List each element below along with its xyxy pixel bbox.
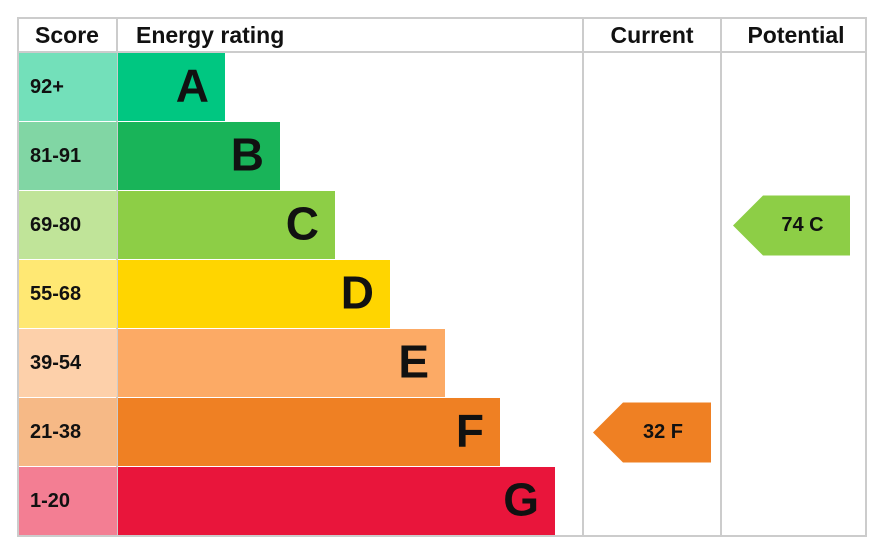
- rating-bar: [118, 398, 500, 466]
- score-label: 55-68: [30, 283, 81, 305]
- score-label: 92+: [30, 76, 64, 98]
- rating-letter: G: [503, 474, 539, 526]
- score-cell: [19, 260, 117, 328]
- rating-bar: [118, 260, 390, 328]
- header-energy-rating: Energy rating: [136, 22, 284, 48]
- score-cell: [19, 122, 117, 190]
- score-cell: [19, 329, 117, 397]
- header-score: Score: [35, 22, 99, 48]
- rating-letter: E: [398, 336, 429, 388]
- rating-bar: [118, 53, 225, 121]
- rating-letter: C: [286, 198, 319, 250]
- score-label: 39-54: [30, 352, 82, 374]
- score-cell: [19, 53, 117, 121]
- rating-letter: D: [341, 267, 374, 319]
- rating-letter: F: [456, 405, 484, 457]
- score-cell: [19, 191, 117, 259]
- score-label: 1-20: [30, 490, 70, 512]
- rating-bar: [118, 329, 445, 397]
- rating-bar: [118, 191, 335, 259]
- rating-letter: B: [231, 129, 264, 181]
- current-label: 32 F: [643, 421, 683, 443]
- header-current: Current: [610, 22, 693, 48]
- header-potential: Potential: [747, 22, 844, 48]
- rating-letter: A: [176, 60, 209, 112]
- current-arrow: [593, 402, 711, 463]
- score-label: 21-38: [30, 421, 81, 443]
- rating-bar: [118, 467, 555, 535]
- potential-label: 74 C: [781, 214, 823, 236]
- potential-arrow: [733, 195, 850, 256]
- score-label: 69-80: [30, 214, 81, 236]
- score-cell: [19, 467, 117, 535]
- score-label: 81-91: [30, 145, 81, 167]
- rating-bar: [118, 122, 280, 190]
- score-cell: [19, 398, 117, 466]
